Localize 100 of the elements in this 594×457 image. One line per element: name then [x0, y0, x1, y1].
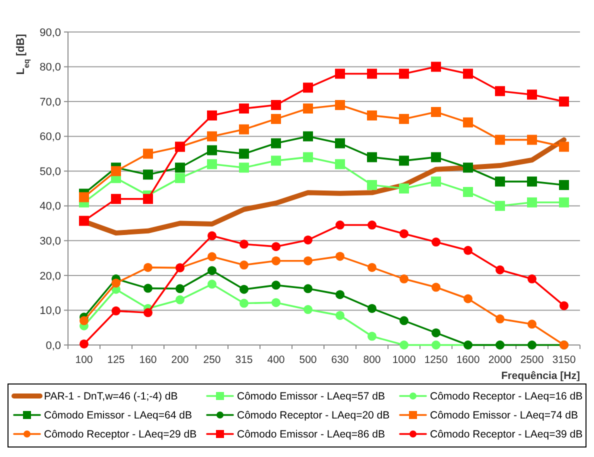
y-tick-label: 80,0: [40, 62, 61, 74]
point: [208, 266, 216, 276]
point: [495, 176, 505, 187]
point: [528, 274, 536, 284]
point: [400, 274, 408, 284]
point: [399, 184, 409, 194]
point: [303, 152, 313, 162]
y-tick-label: 0,0: [46, 340, 61, 352]
point: [112, 306, 120, 316]
point: [239, 148, 249, 159]
legend-label: Cômodo Receptor - LAeq=29 dB: [44, 428, 197, 441]
legend-label: Cômodo Receptor - LAeq=20 dB: [237, 410, 390, 422]
y-tick-label: 50,0: [40, 166, 61, 178]
point: [176, 284, 184, 294]
legend-label: PAR-1 - DnT,w=46 (-1;-4) dB: [44, 390, 178, 403]
point: [207, 159, 217, 170]
point: [368, 262, 376, 272]
point: [400, 316, 408, 326]
point: [303, 104, 313, 114]
x-tick-label: 630: [331, 354, 349, 366]
point: [304, 235, 312, 244]
point: [143, 170, 153, 180]
point: [527, 90, 537, 100]
y-tick-label: 60,0: [40, 131, 61, 144]
x-tick-label: 2000: [488, 354, 512, 366]
point: [399, 68, 409, 79]
x-tick-label: 500: [299, 354, 317, 366]
x-tick-label: 160: [139, 354, 157, 366]
point: [304, 284, 312, 294]
x-axis-title: Frequência [Hz]: [501, 370, 580, 382]
point: [272, 298, 280, 308]
point: [207, 145, 217, 156]
point: [272, 256, 280, 266]
point: [144, 308, 152, 318]
x-tick-label: 1250: [424, 354, 448, 366]
point: [431, 176, 441, 187]
point: [559, 96, 569, 107]
point: [496, 265, 504, 274]
point: [431, 152, 441, 162]
point: [208, 252, 216, 262]
point: [527, 134, 537, 145]
point: [495, 200, 505, 211]
point: [336, 220, 344, 230]
y-tick-label: 40,0: [40, 200, 61, 213]
point: [271, 138, 281, 148]
point: [335, 100, 345, 110]
point: [367, 110, 377, 120]
x-tick-label: 315: [235, 354, 253, 366]
point: [303, 131, 313, 142]
point: [495, 134, 505, 145]
point: [272, 280, 280, 290]
point: [240, 298, 248, 308]
point: [559, 180, 569, 190]
point: [432, 328, 440, 338]
x-tick-label: 200: [171, 354, 189, 366]
point: [175, 173, 185, 184]
point: [271, 100, 281, 110]
legend-label: Cômodo Receptor - LAeq=16 dB: [430, 390, 583, 403]
legend-label: Cômodo Emissor - LAeq=57 dB: [237, 390, 385, 403]
point: [240, 240, 248, 249]
x-tick-label: 400: [267, 354, 285, 366]
point: [336, 252, 344, 261]
point: [367, 180, 377, 190]
point: [399, 156, 409, 166]
point: [175, 162, 185, 173]
point: [208, 280, 216, 289]
point: [464, 246, 472, 255]
x-tick-label: 100: [75, 354, 93, 366]
point: [335, 138, 345, 148]
x-tick-label: 125: [107, 354, 125, 366]
point: [463, 68, 473, 79]
legend-label: Cômodo Emissor - LAeq=86 dB: [237, 428, 385, 441]
point: [495, 86, 505, 96]
point: [463, 162, 473, 173]
point: [303, 82, 313, 93]
x-tick-label: 2500: [520, 354, 544, 366]
point: [239, 104, 249, 114]
point: [208, 231, 216, 240]
point: [240, 260, 248, 270]
point: [79, 216, 89, 226]
legend-label: Cômodo Emissor - LAeq=74 dB: [430, 410, 578, 422]
point: [80, 316, 88, 326]
point: [335, 68, 345, 79]
point: [207, 110, 217, 120]
point: [527, 176, 537, 187]
point: [143, 148, 153, 159]
point: [464, 294, 472, 304]
point: [559, 197, 569, 208]
x-tick-label: 1000: [392, 354, 416, 366]
point: [144, 262, 152, 272]
point: [431, 106, 441, 117]
point: [335, 159, 345, 170]
legend-label: Cômodo Emissor - LAeq=64 dB: [44, 410, 192, 422]
point: [432, 340, 440, 350]
point: [304, 305, 312, 314]
point: [111, 194, 121, 204]
x-tick-label: 800: [363, 354, 381, 366]
point: [144, 284, 152, 293]
point: [463, 117, 473, 128]
x-tick-label: 3150: [552, 354, 576, 366]
